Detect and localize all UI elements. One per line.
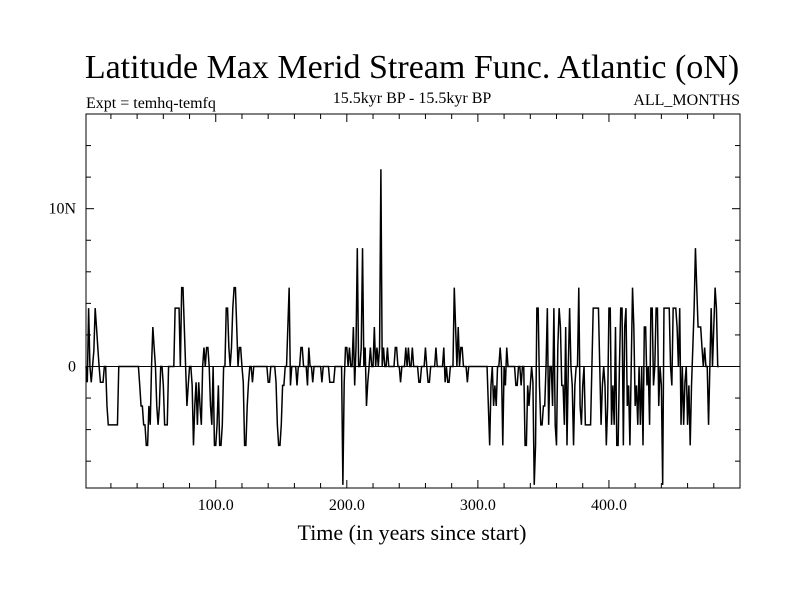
series-line	[85, 169, 720, 485]
x-axis-ticks: 100.0 200.0 300.0 400.0	[110, 114, 715, 514]
y-axis-ticks: 0 10N	[48, 145, 740, 462]
x-tick-label: 100.0	[198, 497, 234, 514]
y-tick-label: 0	[68, 358, 76, 375]
months-label: ALL_MONTHS	[633, 92, 740, 109]
x-tick-label: 200.0	[329, 497, 365, 514]
x-tick-label: 400.0	[591, 497, 627, 514]
y-tick-label: 10N	[48, 201, 76, 218]
experiment-label: Expt = temhq-temfq	[86, 95, 216, 112]
period-label: 15.5kyr BP - 15.5kyr BP	[333, 90, 492, 107]
chart-title: Latitude Max Merid Stream Func. Atlantic…	[85, 49, 739, 86]
x-axis-label: Time (in years since start)	[298, 520, 527, 545]
x-tick-label: 300.0	[460, 497, 496, 514]
plot-frame	[85, 113, 741, 489]
